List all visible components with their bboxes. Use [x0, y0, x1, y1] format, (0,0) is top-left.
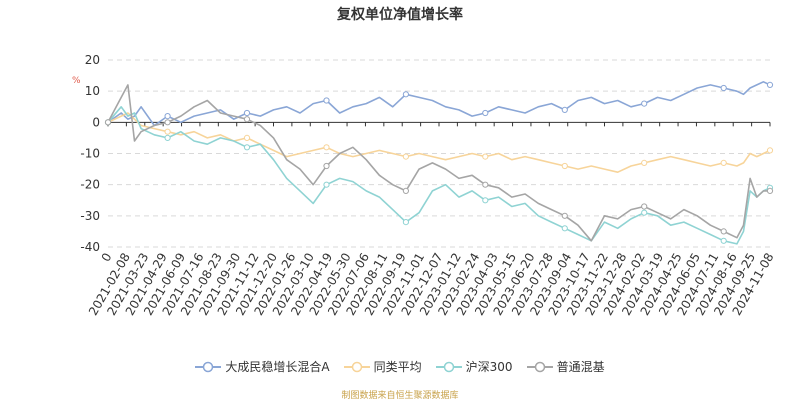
data-point [165, 129, 170, 134]
legend: 大成民稳增长混合A 同类平均 沪深300 普通混基 [0, 358, 800, 375]
data-point [324, 98, 329, 103]
data-point [244, 135, 249, 140]
series-line [108, 85, 770, 241]
data-point [721, 85, 726, 90]
data-point [642, 210, 647, 215]
y-tick-label: -10 [80, 147, 100, 161]
data-point [562, 163, 567, 168]
y-tick-label: -40 [80, 240, 100, 254]
data-point [642, 204, 647, 209]
series-line [108, 107, 770, 244]
series-line [108, 82, 770, 126]
data-point [403, 220, 408, 225]
data-point [642, 101, 647, 106]
y-tick-label: 20 [85, 53, 100, 67]
y-tick-label: -30 [80, 209, 100, 223]
data-point [165, 114, 170, 119]
data-point [165, 135, 170, 140]
data-point [403, 154, 408, 159]
data-point [767, 82, 772, 87]
data-point [562, 226, 567, 231]
data-point [483, 182, 488, 187]
data-point [721, 229, 726, 234]
data-point [244, 110, 249, 115]
y-tick-label: 10 [85, 84, 100, 98]
legend-label: 大成民稳增长混合A [225, 358, 329, 375]
data-point [324, 145, 329, 150]
legend-swatch-icon [436, 361, 462, 373]
legend-swatch-icon [195, 361, 221, 373]
data-point [244, 145, 249, 150]
data-point [721, 238, 726, 243]
series-3 [105, 85, 772, 241]
series-2 [105, 107, 772, 244]
y-unit-label: % [72, 76, 81, 86]
y-tick-label: -20 [80, 178, 100, 192]
data-point [483, 198, 488, 203]
legend-swatch-icon [344, 361, 370, 373]
x-tick-label: 0 [99, 251, 115, 265]
data-point [403, 92, 408, 97]
data-point [324, 163, 329, 168]
data-point [165, 120, 170, 125]
data-point [483, 110, 488, 115]
legend-label: 沪深300 [466, 358, 513, 375]
data-point [483, 154, 488, 159]
data-point [403, 188, 408, 193]
data-point [562, 213, 567, 218]
chart-series [105, 82, 772, 244]
data-point [767, 148, 772, 153]
data-point [324, 182, 329, 187]
legend-label: 普通混基 [557, 358, 605, 375]
legend-item[interactable]: 大成民稳增长混合A [195, 358, 329, 375]
y-tick-label: 0 [92, 115, 100, 129]
legend-item[interactable]: 沪深300 [436, 358, 513, 375]
legend-item[interactable]: 同类平均 [344, 358, 422, 375]
data-point [721, 160, 726, 165]
data-point [562, 107, 567, 112]
data-point [642, 160, 647, 165]
source-note: 制图数据来自恒生聚源数据库 [0, 388, 800, 401]
y-axis-ticks: 20 10 0 -10 -20 -30 -40 [80, 53, 100, 254]
legend-item[interactable]: 普通混基 [527, 358, 605, 375]
data-point [244, 117, 249, 122]
data-point [767, 188, 772, 193]
legend-swatch-icon [527, 361, 553, 373]
x-axis: 02021-02-082021-03-232021-04-292021-06-0… [86, 122, 777, 318]
legend-label: 同类平均 [374, 358, 422, 375]
series-0 [105, 82, 772, 126]
data-point [105, 120, 110, 125]
